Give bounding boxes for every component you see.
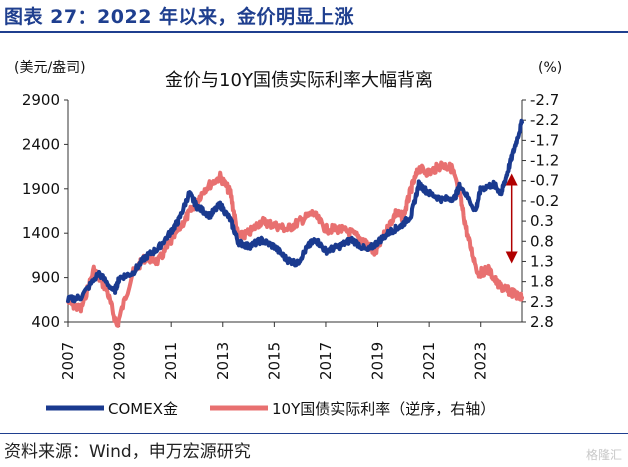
- chart-title: 金价与10Y国债实际利率大幅背离: [165, 70, 433, 91]
- source-rule: [0, 433, 628, 434]
- x-tick-label: 2007: [59, 342, 77, 380]
- y-left-tick-label: 1900: [22, 180, 60, 198]
- y-left-axis-label: (美元/盎司): [14, 60, 86, 76]
- x-tick-label: 2023: [472, 342, 490, 380]
- y-left-tick-label: 400: [31, 313, 60, 331]
- y-right-tick-label: 1.8: [530, 273, 554, 291]
- series-line-real-rate: [66, 160, 524, 328]
- y-left-tick-label: 2400: [22, 135, 60, 153]
- y-right-tick-label: -1.2: [530, 152, 559, 170]
- x-tick-label: 2017: [317, 342, 335, 380]
- y-right-tick-label: -1.7: [530, 131, 559, 149]
- y-right-tick-label: 0.3: [530, 212, 554, 230]
- watermark: 格隆汇: [585, 448, 622, 462]
- y-right-tick-label: -0.2: [530, 192, 559, 210]
- y-left-tick-label: 1400: [22, 224, 60, 242]
- divergence-arrow-head-up: [505, 173, 518, 186]
- y-right-tick-label: -2.7: [530, 91, 559, 109]
- y-left-tick-label: 2900: [22, 91, 60, 109]
- x-tick-label: 2015: [265, 342, 283, 380]
- legend-label-comex-gold: COMEX金: [108, 400, 178, 418]
- y-right-axis-label: (%): [538, 60, 562, 76]
- y-right-tick-label: -2.2: [530, 111, 559, 129]
- x-tick-label: 2021: [420, 342, 438, 380]
- source-note: 资料来源：Wind，申万宏源研究: [4, 442, 251, 462]
- legend: COMEX金 10Y国债实际利率（逆序，右轴）: [46, 400, 495, 418]
- x-tick-label: 2009: [111, 342, 129, 380]
- x-tick-label: 2019: [369, 342, 387, 380]
- y-left-tick-label: 900: [31, 269, 60, 287]
- figure-title: 图表 27：2022 年以来，金价明显上涨: [4, 6, 355, 28]
- series-line-comex-gold: [66, 118, 524, 304]
- divergence-arrow-head-down: [505, 251, 518, 264]
- x-tick-label: 2013: [214, 342, 232, 380]
- y-right-tick-label: 1.3: [530, 252, 554, 270]
- y-right-tick-label: 2.3: [530, 293, 554, 311]
- title-rule: [0, 31, 628, 33]
- axes: 400 900 1400 1900 2400 2900 -2.7 -2.2 -1.7 -1.2 -0…: [22, 91, 559, 380]
- plot-area: [66, 118, 524, 328]
- y-right-tick-label: 0.8: [530, 232, 554, 250]
- y-right-tick-label: 2.8: [530, 313, 554, 331]
- legend-label-real-rate: 10Y国债实际利率（逆序，右轴）: [272, 400, 495, 418]
- x-tick-label: 2011: [162, 342, 180, 380]
- y-right-tick-label: -0.7: [530, 172, 559, 190]
